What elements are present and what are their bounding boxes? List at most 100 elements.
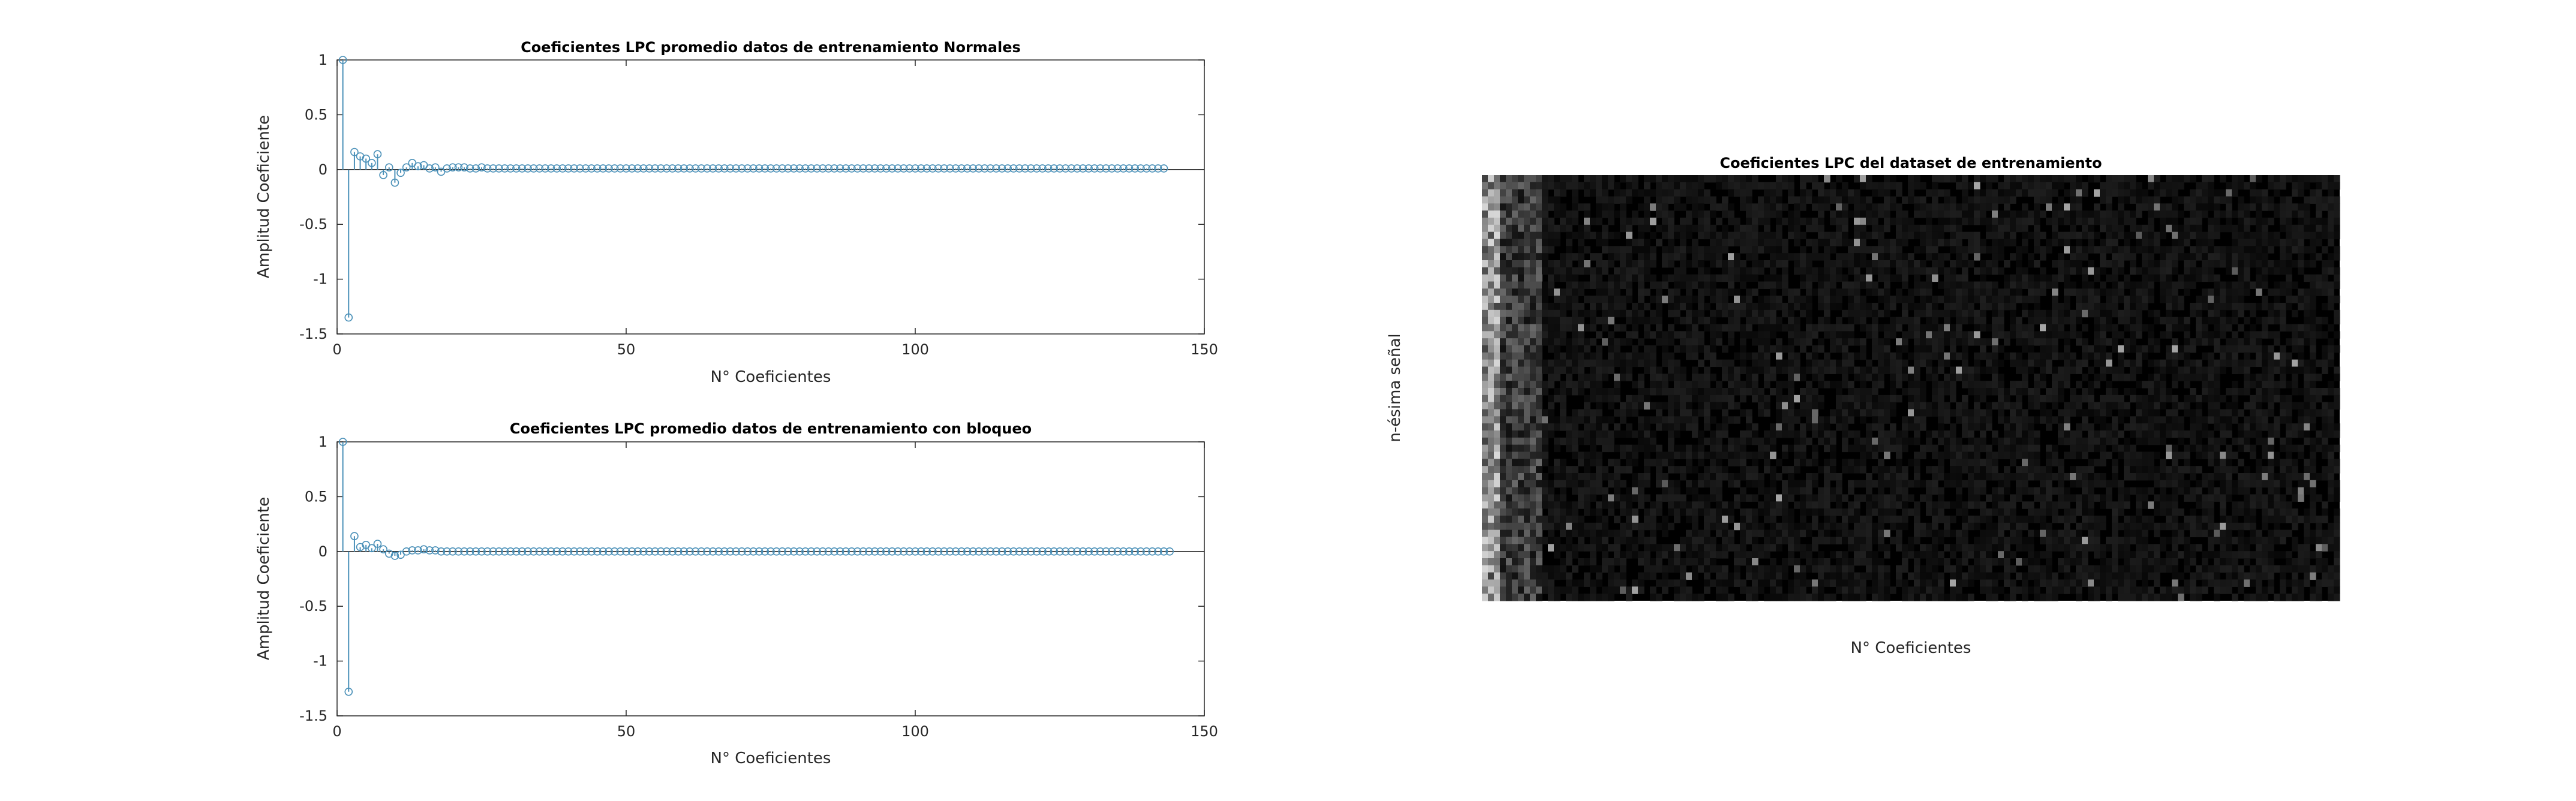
heatmap-cell (1878, 296, 1884, 303)
heatmap-cell (1842, 395, 1848, 403)
heatmap-cell (2310, 296, 2316, 303)
heatmap-cell (1500, 423, 1507, 431)
heatmap-cell (1644, 303, 1651, 311)
heatmap-cell (1560, 175, 1567, 183)
heatmap-cell (1620, 444, 1627, 453)
heatmap-cell (1902, 366, 1908, 374)
heatmap-cell (2286, 224, 2292, 233)
stem-marker (801, 547, 810, 556)
heatmap-cell (1536, 288, 1543, 296)
heatmap-cell (2328, 416, 2334, 424)
heatmap-cell (2076, 182, 2082, 190)
heatmap-cell (1806, 331, 1812, 339)
heatmap-cell (1764, 303, 1771, 311)
heatmap-cell (1590, 182, 1597, 190)
heatmap-cell (2232, 303, 2238, 311)
heatmap-cell (1542, 253, 1549, 261)
heatmap-cell (1536, 338, 1543, 346)
heatmap-cell (1518, 303, 1525, 311)
stem-marker (1159, 547, 1168, 556)
stem-marker (1125, 164, 1134, 173)
heatmap-cell (1848, 338, 1854, 346)
heatmap-cell (2166, 274, 2172, 282)
heatmap-cell (1848, 395, 1854, 403)
heatmap-cell (1956, 409, 1962, 417)
heatmap-cell (1914, 416, 1920, 424)
heatmap-cell (1584, 246, 1591, 254)
heatmap-cell (1524, 430, 1531, 438)
heatmap-cell (1728, 374, 1735, 381)
heatmap-cell (1638, 281, 1645, 289)
heatmap-cell (1578, 338, 1585, 346)
heatmap-cell (1584, 359, 1591, 368)
heatmap-cell (2136, 189, 2142, 197)
heatmap-cell (2004, 182, 2010, 190)
heatmap-cell (1596, 437, 1603, 445)
heatmap-cell (2076, 260, 2082, 268)
heatmap-cell (1722, 444, 1729, 453)
heatmap-cell (1860, 317, 1866, 325)
heatmap-cell (1932, 409, 1938, 417)
heatmap-cell (1662, 388, 1669, 396)
heatmap-cell (2202, 395, 2208, 403)
heatmap-cell (1890, 303, 1896, 311)
heatmap-cell (1500, 388, 1507, 396)
heatmap-cell (1512, 430, 1519, 438)
heatmap-cell (1638, 218, 1645, 225)
heatmap-cell (1908, 296, 1914, 303)
heatmap-cell (2184, 352, 2190, 360)
heatmap-cell (2136, 395, 2142, 403)
heatmap-cell (1944, 381, 1950, 389)
heatmap-cell (2286, 395, 2292, 403)
heatmap-cell (1704, 395, 1711, 403)
heatmap-cell (1812, 239, 1818, 246)
heatmap-cell (1488, 381, 1495, 389)
heatmap-cell (1698, 437, 1705, 445)
heatmap-cell (1968, 309, 1974, 318)
heatmap-cell (1512, 423, 1519, 431)
heatmap-cell (1872, 224, 1878, 233)
heatmap-cell (2112, 246, 2118, 254)
heatmap-cell (1788, 189, 1795, 197)
heatmap-cell (2016, 331, 2022, 339)
heatmap-cell (1776, 281, 1783, 289)
heatmap-cell (2262, 416, 2268, 424)
heatmap-cell (2244, 203, 2250, 211)
heatmap-cell (2094, 345, 2100, 353)
stem-marker (743, 547, 752, 556)
heatmap-cell (2118, 331, 2124, 339)
heatmap-cell (2256, 239, 2262, 246)
heatmap-cell (2244, 253, 2250, 261)
heatmap-cell (2310, 218, 2316, 225)
heatmap-cell (2328, 345, 2334, 353)
heatmap-cell (1884, 274, 1890, 282)
heatmap-cell (1818, 430, 1824, 438)
heatmap-cell (2328, 239, 2334, 246)
heatmap-cell (2208, 231, 2214, 240)
stem-marker (431, 163, 440, 171)
stem-marker (835, 547, 844, 556)
heatmap-cell (1830, 324, 1836, 332)
heatmap-cell (1800, 296, 1806, 303)
heatmap-cell (1482, 416, 1489, 424)
heatmap-cell (1956, 281, 1962, 289)
heatmap-cell (1716, 381, 1723, 389)
heatmap-cell (2052, 324, 2058, 332)
heatmap-cell (1998, 324, 2004, 332)
heatmap-cell (2280, 239, 2286, 246)
heatmap-cell (1854, 430, 1860, 438)
heatmap-cell (2154, 317, 2160, 325)
heatmap-cell (1950, 437, 1956, 445)
heatmap-cell (1926, 430, 1932, 438)
heatmap-cell (1836, 260, 1842, 268)
heatmap-cell (1854, 224, 1860, 233)
heatmap-cell (2028, 352, 2034, 360)
heatmap-cell (1620, 324, 1627, 332)
heatmap-cell (1530, 274, 1537, 282)
heatmap-cell (1860, 218, 1866, 225)
heatmap-cell (1764, 309, 1771, 318)
heatmap-cell (2028, 260, 2034, 268)
heatmap-cell (1542, 409, 1549, 417)
heatmap-cell (2142, 253, 2148, 261)
heatmap-cell (1566, 338, 1573, 346)
